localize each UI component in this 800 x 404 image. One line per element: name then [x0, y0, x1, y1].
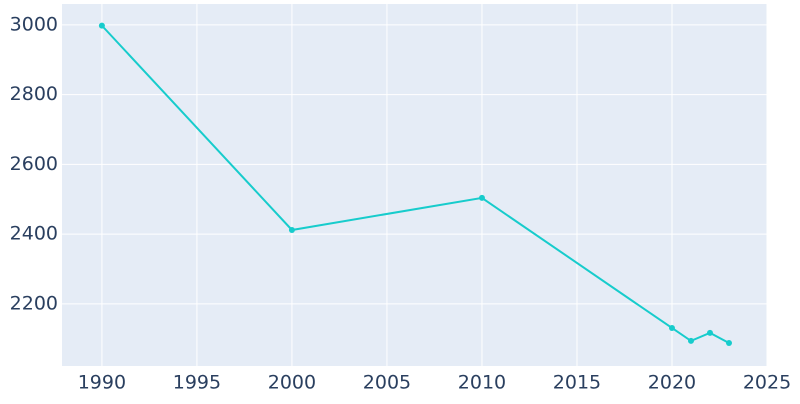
- point: [687, 337, 694, 344]
- point: [478, 194, 485, 201]
- point: [706, 329, 713, 336]
- x-tick-label: 2005: [363, 372, 411, 394]
- x-tick-label: 2025: [743, 372, 791, 394]
- point: [725, 339, 732, 346]
- x-tick-label: 2000: [268, 372, 316, 394]
- y-tick-label: 2400: [10, 223, 58, 245]
- x-tick-label: 2020: [648, 372, 696, 394]
- point: [288, 226, 295, 233]
- x-tick-label: 2015: [553, 372, 601, 394]
- y-tick-label: 2600: [10, 153, 58, 175]
- point: [668, 324, 675, 331]
- x-tick-label: 1990: [78, 372, 126, 394]
- point: [98, 22, 105, 29]
- x-tick-label: 1995: [173, 372, 221, 394]
- y-tick-label: 3000: [10, 13, 58, 35]
- y-tick-label: 2800: [10, 83, 58, 105]
- x-tick-label: 2010: [458, 372, 506, 394]
- plot-area: [62, 4, 767, 366]
- y-tick-label: 2200: [10, 292, 58, 314]
